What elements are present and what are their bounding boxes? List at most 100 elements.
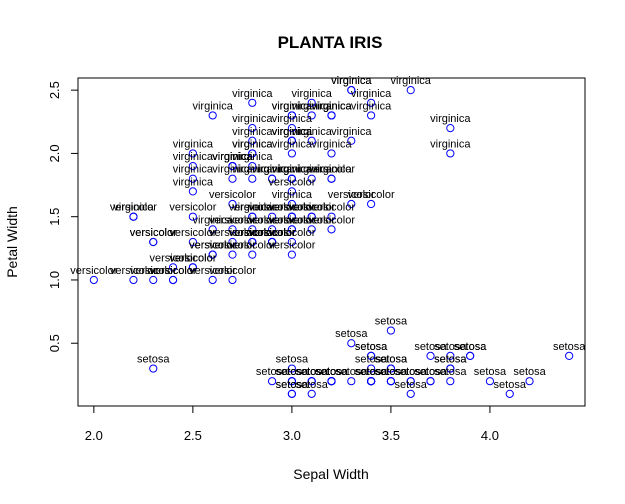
point-label: versicolor xyxy=(189,240,236,252)
point-label: versicolor xyxy=(130,227,177,239)
point-label: versicolor xyxy=(308,214,355,226)
point-label: setosa xyxy=(355,366,388,378)
data-point xyxy=(307,377,316,386)
point-label: setosa xyxy=(395,366,428,378)
point-label: setosa xyxy=(375,354,408,366)
data-point xyxy=(466,351,475,360)
point-label: virginica xyxy=(272,126,313,138)
x-tick-label: 2.0 xyxy=(85,428,103,443)
point-label: virginica xyxy=(232,138,273,150)
point-label: virginica xyxy=(272,100,313,112)
point-label: virginica xyxy=(232,151,273,163)
data-point xyxy=(188,161,197,171)
point-label: versicolor xyxy=(328,189,375,201)
data-point xyxy=(267,212,277,221)
data-point xyxy=(208,250,217,259)
point-label: setosa xyxy=(375,316,408,328)
data-point xyxy=(248,237,257,247)
point-label: setosa xyxy=(355,341,388,353)
data-point xyxy=(287,124,296,133)
x-axis-label: Sepal Width xyxy=(293,466,368,482)
data-point xyxy=(248,98,257,107)
data-point xyxy=(426,377,435,386)
point-label: versicolor xyxy=(209,227,256,239)
point-label: virginica xyxy=(192,214,233,226)
data-point xyxy=(327,225,336,234)
point-label: setosa xyxy=(355,366,388,378)
point-label: virginica xyxy=(113,202,154,214)
point-label: setosa xyxy=(434,341,467,353)
y-axis: 0.5 1.0 1.5 2.0 2.5 xyxy=(47,81,79,352)
data-point xyxy=(188,174,197,183)
point-label: setosa xyxy=(434,354,467,366)
point-label: virginica xyxy=(272,113,313,125)
data-point xyxy=(287,149,296,158)
data-point xyxy=(446,351,455,360)
data-point xyxy=(287,199,296,209)
point-label: virginica xyxy=(292,88,333,100)
data-point xyxy=(367,364,376,373)
data-point xyxy=(248,161,257,171)
point-label: setosa xyxy=(315,366,348,378)
data-point xyxy=(446,149,455,158)
y-axis-label: Petal Width xyxy=(4,206,20,278)
point-label: virginica xyxy=(311,100,352,112)
point-label: setosa xyxy=(474,366,507,378)
point-label: versicolor xyxy=(308,164,355,176)
point-label: setosa xyxy=(454,341,487,353)
point-label: virginica xyxy=(311,164,352,176)
data-point xyxy=(287,174,296,183)
data-point xyxy=(565,351,574,360)
data-point xyxy=(446,377,455,386)
x-tick-label: 4.0 xyxy=(481,428,499,443)
point-label: versicolor xyxy=(268,202,315,214)
point-label: virginica xyxy=(351,88,392,100)
data-point xyxy=(367,199,376,209)
point-label: versicolor xyxy=(249,214,296,226)
point-label: versicolor xyxy=(288,214,335,226)
point-label: setosa xyxy=(355,366,388,378)
data-point xyxy=(248,124,257,133)
data-point xyxy=(386,326,396,335)
data-point xyxy=(327,111,336,120)
data-point xyxy=(188,237,197,247)
data-point xyxy=(525,377,534,386)
point-label: virginica xyxy=(272,126,313,138)
point-label: setosa xyxy=(276,379,309,391)
data-point xyxy=(287,111,296,120)
x-tick-label: 3.5 xyxy=(382,428,400,443)
data-point xyxy=(168,275,178,285)
point-label: versicolor xyxy=(150,265,197,277)
point-label: virginica xyxy=(173,151,214,163)
point-label: setosa xyxy=(276,366,309,378)
point-label: versicolor xyxy=(169,252,216,264)
data-point xyxy=(327,212,336,221)
point-label: setosa xyxy=(375,366,408,378)
point-label: setosa xyxy=(355,366,388,378)
point-label: virginica xyxy=(272,100,313,112)
point-label: versicolor xyxy=(268,202,315,214)
point-label: virginica xyxy=(430,113,471,125)
point-label: setosa xyxy=(454,341,487,353)
data-point xyxy=(228,225,237,234)
point-label: virginica xyxy=(192,100,233,112)
point-label: versicolor xyxy=(249,227,296,239)
data-point xyxy=(208,275,217,285)
data-point xyxy=(307,212,316,221)
point-label: setosa xyxy=(295,379,328,391)
point-label: setosa xyxy=(315,366,348,378)
point-label: virginica xyxy=(272,138,313,150)
point-label: versicolor xyxy=(249,202,296,214)
point-label: virginica xyxy=(212,151,253,163)
data-point xyxy=(505,389,514,398)
data-point xyxy=(386,364,396,373)
point-label: versicolor xyxy=(169,202,216,214)
point-label: virginica xyxy=(232,164,273,176)
point-label: virginica xyxy=(430,138,471,150)
point-label: versicolor xyxy=(249,227,296,239)
y-tick-label: 2.0 xyxy=(47,144,62,162)
point-label: versicolor xyxy=(229,227,276,239)
point-label: virginica xyxy=(173,176,214,188)
